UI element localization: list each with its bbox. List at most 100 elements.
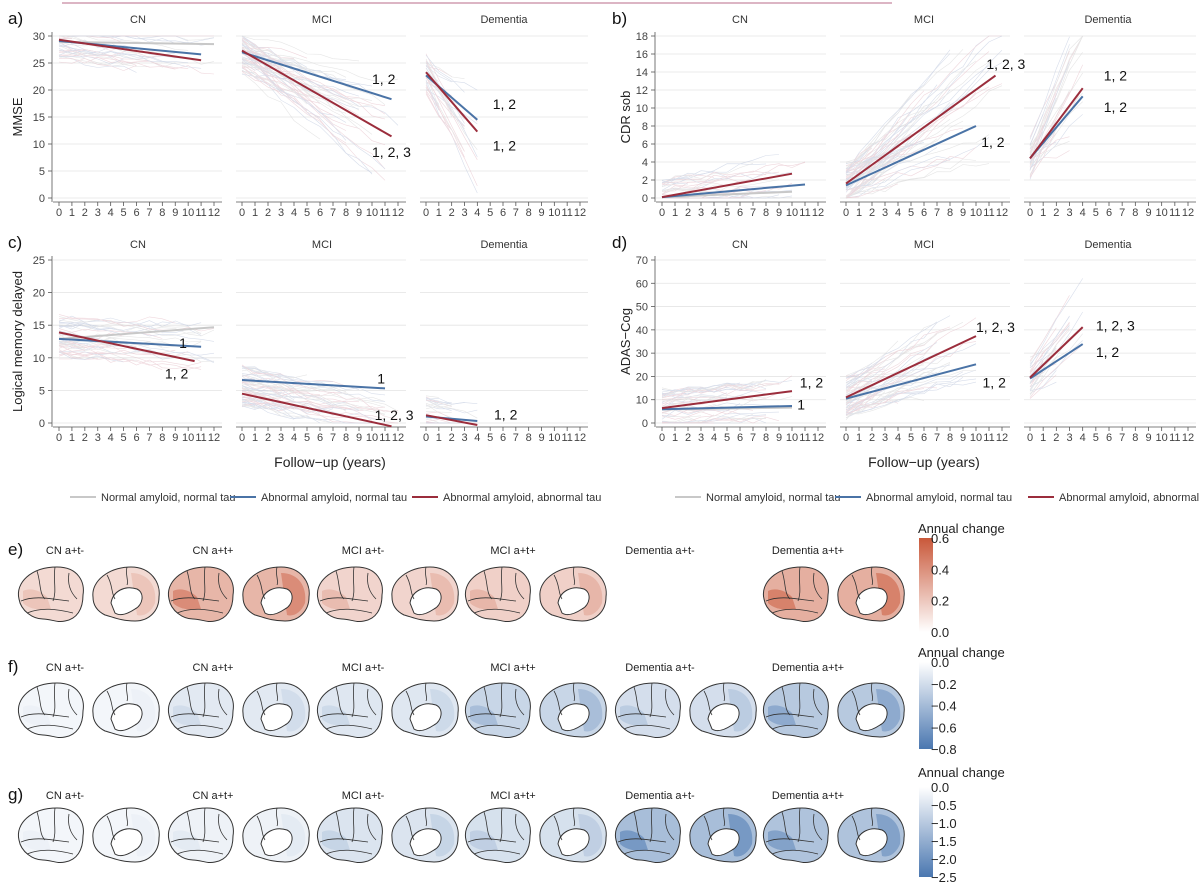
trajectory <box>58 49 85 53</box>
sulcus-line <box>405 815 415 841</box>
colorbar-tick-label: −0.4 <box>931 699 957 714</box>
trajectory <box>425 399 452 412</box>
significance-label: 1, 2 <box>372 71 396 87</box>
trajectory <box>845 409 860 414</box>
sulcus-line <box>781 570 791 600</box>
significance-label: 1, 2 <box>981 134 1005 150</box>
sulcus-line <box>170 838 220 843</box>
y-tick-label: 20 <box>33 85 45 97</box>
x-tick-label: 3 <box>461 207 467 219</box>
trajectory <box>58 324 215 342</box>
x-tick-label: 7 <box>1119 432 1125 444</box>
x-tick-label: 3 <box>882 432 888 444</box>
group-label: MCI a+t- <box>342 545 385 557</box>
fit-line-abn_both <box>58 331 195 363</box>
trajectory <box>661 162 806 187</box>
trajectory <box>425 401 452 407</box>
sulcus-line <box>68 572 78 600</box>
y-axis-title: Logical memory delayed <box>10 271 25 412</box>
colorbar-tick-label: −2.0 <box>931 852 957 867</box>
colorbar-tick-label: 0.2 <box>931 594 949 609</box>
sulcus-line <box>36 686 46 716</box>
trajectory <box>845 65 990 174</box>
sulcus-line <box>256 690 266 716</box>
trajectory <box>845 381 938 412</box>
sulcus-line <box>781 811 791 841</box>
sulcus-line <box>106 815 116 841</box>
x-tick-label: 10 <box>182 207 194 219</box>
x-tick-label: 8 <box>947 432 953 444</box>
y-tick-label: 2 <box>642 175 648 187</box>
brain-group: CN a+t+ <box>167 545 310 623</box>
x-tick-label: 5 <box>908 432 914 444</box>
trajectory <box>661 409 741 420</box>
trajectory <box>58 55 111 65</box>
fit-line-abn_amyloid <box>661 405 793 411</box>
sulcus-line <box>351 566 355 602</box>
trajectory <box>845 83 1003 179</box>
brain-medial-wall <box>260 703 293 732</box>
trajectory <box>425 398 465 405</box>
x-tick-label: 1 <box>436 207 442 219</box>
trajectory <box>241 57 386 181</box>
brain-medial-wall <box>409 703 442 732</box>
x-tick-label: 4 <box>895 207 901 219</box>
x-tick-label: 7 <box>513 207 519 219</box>
y-tick-label: 0 <box>39 418 45 430</box>
x-tick-label: 5 <box>1093 207 1099 219</box>
brain-medial-wall <box>855 703 888 732</box>
sulcus-line <box>765 838 815 843</box>
significance-label: 1 <box>797 396 805 412</box>
trajectory <box>425 405 478 414</box>
trajectory <box>58 49 189 60</box>
group-label: CN a+t+ <box>193 790 234 802</box>
x-tick-label: 2 <box>449 432 455 444</box>
y-tick-label: 0 <box>39 193 45 205</box>
brain-medial-wall <box>260 587 293 616</box>
sulcus-line <box>319 838 369 843</box>
fit-line-abn_amyloid <box>845 363 977 400</box>
trajectory <box>845 326 951 377</box>
trajectory <box>425 397 452 405</box>
legend: Normal amyloid, normal tau Abnormal amylo… <box>70 492 601 504</box>
y-tick-label: 5 <box>39 166 45 178</box>
trajectory <box>241 366 269 373</box>
x-tick-label: 2 <box>685 432 691 444</box>
sulcus-line <box>515 813 525 841</box>
sulcus-line <box>723 682 725 702</box>
trajectory <box>241 381 347 406</box>
trajectory <box>241 42 308 73</box>
x-tick-label: 5 <box>1093 432 1099 444</box>
trajectory <box>241 368 308 379</box>
sulcus-line <box>52 807 56 843</box>
trajectory <box>241 396 360 405</box>
sulcus-line <box>367 688 377 716</box>
x-tick-label: 12 <box>1182 432 1194 444</box>
y-tick-label: 40 <box>636 325 648 337</box>
x-tick-label: 1 <box>1040 432 1046 444</box>
sulcus-line <box>36 811 46 841</box>
y-tick-label: 20 <box>636 371 648 383</box>
fit-line-abn_both <box>845 335 977 399</box>
x-tick-label: 3 <box>95 432 101 444</box>
group-label: Dementia a+t- <box>625 545 695 557</box>
brain-region-shade <box>470 589 498 610</box>
trajectory <box>845 349 925 394</box>
x-tick-label: 3 <box>882 207 888 219</box>
trajectory <box>241 71 321 118</box>
x-tick-label: 12 <box>1182 207 1194 219</box>
trajectory <box>1029 374 1057 399</box>
x-tick-label: 1 <box>856 207 862 219</box>
colorbar-ramp <box>919 787 933 877</box>
sulcus-line <box>633 811 643 841</box>
trajectory <box>1029 101 1083 175</box>
x-tick-label: 11 <box>799 432 810 444</box>
sulcus-line <box>351 682 355 718</box>
brain-medial-wall <box>855 587 888 616</box>
x-tick-label: 1 <box>69 207 75 219</box>
trajectory <box>425 91 452 135</box>
trajectory <box>845 155 951 191</box>
trajectory <box>58 345 137 349</box>
legend-label: Abnormal amyloid, normal tau <box>261 492 407 504</box>
